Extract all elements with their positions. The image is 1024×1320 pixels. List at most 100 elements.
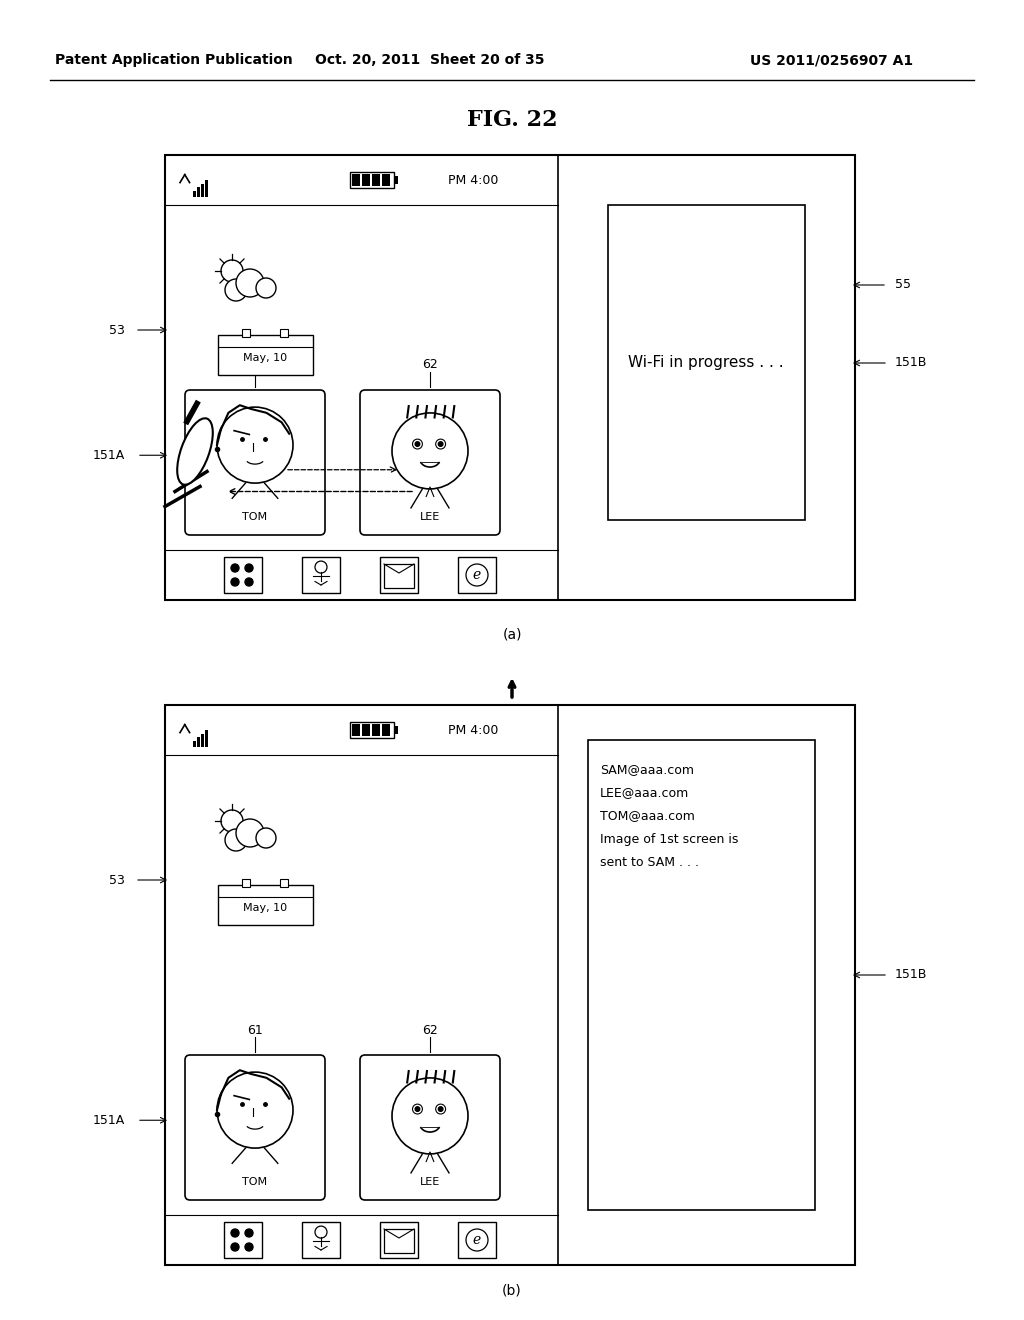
Bar [362,174,370,186]
Circle shape [217,407,293,483]
Text: May, 10: May, 10 [243,903,287,913]
Text: TOM@aaa.com: TOM@aaa.com [600,809,695,822]
Bar [197,738,200,747]
Bar [280,879,288,887]
Bar [394,176,398,183]
Circle shape [217,1072,293,1148]
Circle shape [245,1229,253,1237]
Bar [372,723,380,737]
Circle shape [435,440,445,449]
Bar [384,564,414,587]
Circle shape [256,279,276,298]
Circle shape [438,442,443,446]
Circle shape [435,1104,445,1114]
FancyBboxPatch shape [185,389,325,535]
Text: TOM: TOM [243,512,267,521]
Bar [362,723,370,737]
Text: US 2011/0256907 A1: US 2011/0256907 A1 [750,53,913,67]
Ellipse shape [177,418,213,484]
Circle shape [466,1229,488,1251]
Bar [302,1222,340,1258]
Circle shape [245,1243,253,1251]
Circle shape [231,1229,239,1237]
Circle shape [221,260,243,282]
Circle shape [245,578,253,586]
Circle shape [225,279,247,301]
Circle shape [315,561,327,573]
Circle shape [236,269,264,297]
Bar [352,723,360,737]
Bar [588,741,815,1210]
Bar [224,557,262,593]
Bar [193,190,196,197]
Text: e: e [473,568,481,582]
Circle shape [413,440,422,449]
Bar [193,741,196,747]
Text: LEE: LEE [420,512,440,521]
Text: 53: 53 [110,874,125,887]
Circle shape [392,1078,468,1154]
Bar [218,335,313,375]
Bar [350,722,394,738]
Circle shape [231,564,239,572]
Text: PM 4:00: PM 4:00 [447,173,499,186]
Circle shape [256,828,276,847]
Bar [394,726,398,734]
Bar [384,1229,414,1253]
Bar [218,884,313,925]
FancyBboxPatch shape [360,389,500,535]
Bar [242,879,250,887]
Text: Wi-Fi in progress . . .: Wi-Fi in progress . . . [628,355,783,371]
Bar [380,557,418,593]
Text: Patent Application Publication: Patent Application Publication [55,53,293,67]
Text: 151B: 151B [895,969,928,982]
Bar [242,329,250,337]
Bar [205,730,208,747]
Circle shape [392,413,468,488]
Bar [382,174,390,186]
Bar [608,205,805,520]
Circle shape [225,829,247,851]
Text: 53: 53 [110,323,125,337]
Text: 55: 55 [895,279,911,292]
Text: sent to SAM . . .: sent to SAM . . . [600,855,699,869]
Text: 62: 62 [422,359,438,371]
Bar [382,723,390,737]
Bar [165,154,855,601]
Bar [197,187,200,197]
Text: 151A: 151A [93,1114,125,1127]
Circle shape [236,818,264,847]
Circle shape [231,1243,239,1251]
Circle shape [231,578,239,586]
Text: (b): (b) [502,1283,522,1298]
Bar [352,174,360,186]
Bar [280,329,288,337]
Circle shape [315,1226,327,1238]
Bar [201,734,204,747]
Circle shape [413,1104,422,1114]
Text: (a): (a) [502,628,522,642]
Bar [372,174,380,186]
Text: Oct. 20, 2011  Sheet 20 of 35: Oct. 20, 2011 Sheet 20 of 35 [315,53,545,67]
Text: 151A: 151A [93,449,125,462]
Text: 61: 61 [247,1023,263,1036]
Text: FIG. 22: FIG. 22 [467,110,557,131]
Text: e: e [473,1233,481,1247]
Bar [302,557,340,593]
FancyBboxPatch shape [360,1055,500,1200]
Circle shape [415,1106,420,1111]
Bar [224,1222,262,1258]
Text: 61: 61 [247,359,263,371]
Text: PM 4:00: PM 4:00 [447,723,499,737]
Text: 151B: 151B [895,356,928,370]
Circle shape [245,564,253,572]
Text: SAM@aaa.com: SAM@aaa.com [600,763,694,776]
Text: 62: 62 [422,1023,438,1036]
Bar [458,557,496,593]
Text: LEE@aaa.com: LEE@aaa.com [600,787,689,800]
Text: May, 10: May, 10 [243,352,287,363]
Circle shape [438,1106,443,1111]
Text: TOM: TOM [243,1177,267,1187]
Circle shape [466,564,488,586]
Bar [205,181,208,197]
